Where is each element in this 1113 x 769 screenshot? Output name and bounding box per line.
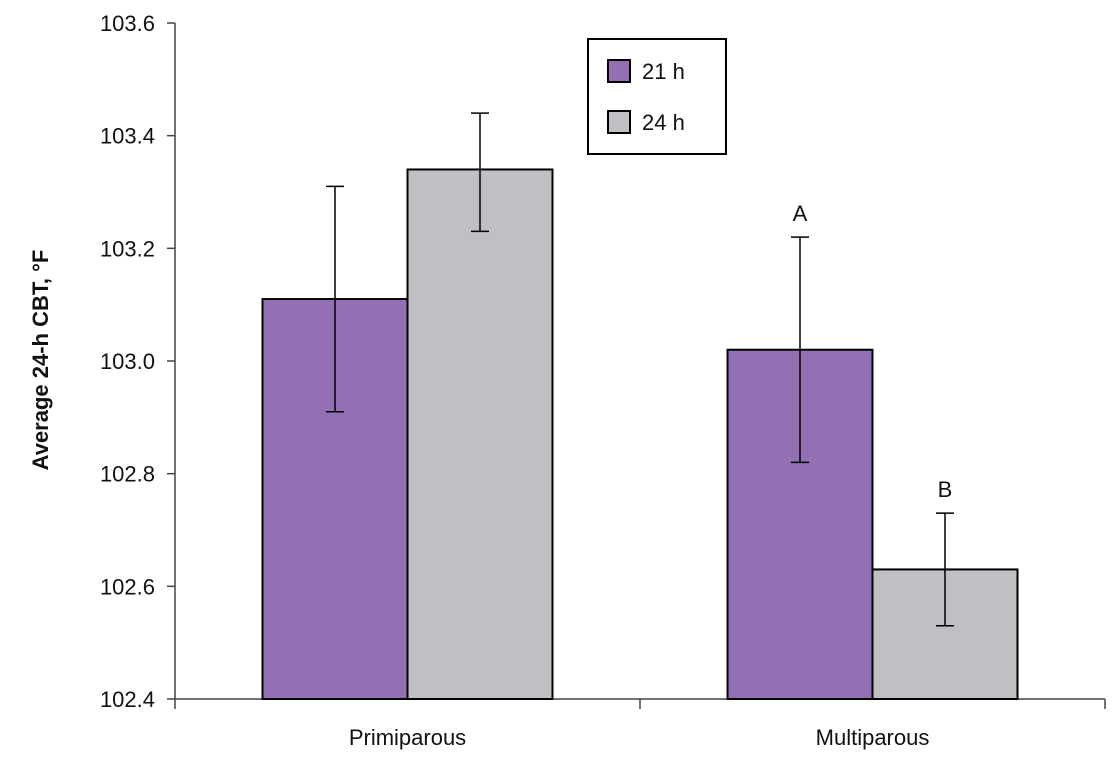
y-tick-label: 103.2 (100, 236, 155, 261)
legend-label: 24 h (642, 110, 685, 135)
y-tick-label: 102.8 (100, 462, 155, 487)
significance-label: A (793, 201, 808, 226)
legend: 21 h 24 h (587, 38, 727, 155)
error-bars (326, 112, 954, 627)
y-tick-label: 103.6 (100, 11, 155, 36)
axes: 102.4 102.6 102.8 103.0 103.2 103.4 103.6 Primi… (100, 11, 1106, 750)
bars (261, 168, 1019, 701)
significance-label: B (938, 477, 953, 502)
y-axis-title: Average 24-h CBT, °F (28, 250, 53, 471)
y-tick-label: 102.6 (100, 574, 155, 599)
x-category-label: Primiparous (349, 725, 466, 750)
legend-swatch (607, 59, 631, 83)
legend-swatch (607, 110, 631, 134)
data-labels: AB (793, 201, 953, 502)
legend-label: 21 h (642, 59, 685, 84)
y-tick-label: 103.4 (100, 124, 155, 149)
legend-box (587, 38, 727, 155)
x-category-label: Multiparous (816, 725, 930, 750)
y-tick-label: 102.4 (100, 687, 155, 712)
bar (406, 168, 554, 700)
y-tick-label: 103.0 (100, 349, 155, 374)
